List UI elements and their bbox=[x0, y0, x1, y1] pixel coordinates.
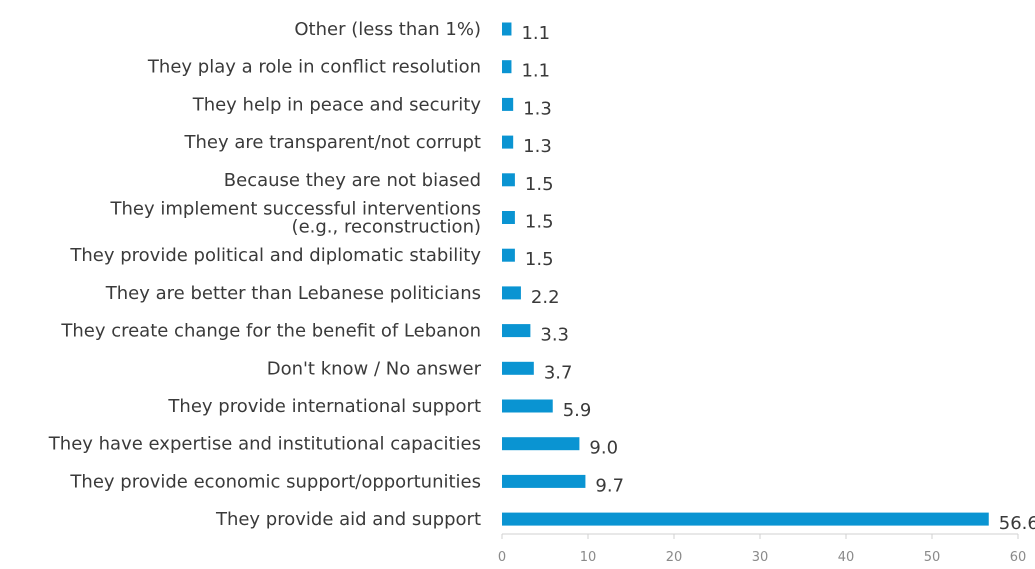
category-label-line: They implement successful interventions bbox=[110, 199, 482, 220]
bar bbox=[502, 474, 586, 488]
category-label-line: (e.g., reconstruction) bbox=[292, 217, 481, 238]
data-label: 3.3 bbox=[540, 325, 569, 346]
category-label-line: They provide aid and support bbox=[215, 509, 481, 530]
bar bbox=[502, 399, 553, 413]
bar bbox=[502, 361, 534, 375]
data-label: 1.1 bbox=[521, 23, 550, 44]
x-tick-label: 50 bbox=[924, 550, 941, 565]
category-label: Don't know / No answer bbox=[267, 358, 482, 379]
data-label: 1.5 bbox=[525, 174, 554, 195]
category-label: They play a role in conflict resolution bbox=[147, 57, 481, 78]
bar bbox=[502, 22, 512, 36]
bar bbox=[502, 173, 515, 187]
data-label: 5.9 bbox=[563, 400, 592, 421]
category-label-line: They have expertise and institutional ca… bbox=[48, 434, 481, 455]
category-label-line: Because they are not biased bbox=[224, 170, 481, 191]
data-label: 1.1 bbox=[521, 61, 550, 82]
category-label: They are better than Lebanese politician… bbox=[105, 283, 481, 304]
data-label: 1.5 bbox=[525, 249, 554, 270]
data-label: 3.7 bbox=[544, 362, 573, 383]
category-label-line: They are better than Lebanese politician… bbox=[105, 283, 481, 304]
x-tick-label: 60 bbox=[1010, 550, 1027, 565]
data-label: 1.3 bbox=[523, 136, 552, 157]
category-label: They have expertise and institutional ca… bbox=[48, 434, 481, 455]
category-label-line: Other (less than 1%) bbox=[294, 19, 481, 40]
data-label: 2.2 bbox=[531, 287, 560, 308]
bar bbox=[502, 512, 989, 526]
x-tick-label: 40 bbox=[838, 550, 855, 565]
x-tick-label: 0 bbox=[498, 550, 506, 565]
category-label-line: They play a role in conflict resolution bbox=[147, 57, 481, 78]
bar bbox=[502, 286, 521, 300]
category-label-line: They provide international support bbox=[167, 396, 481, 417]
category-labels: Other (less than 1%) They play a role in … bbox=[48, 19, 482, 530]
category-label: They provide aid and support bbox=[215, 509, 481, 530]
x-tick-label: 30 bbox=[752, 550, 769, 565]
data-label: 1.5 bbox=[525, 212, 554, 233]
x-axis-ticks: 0 10 20 30 40 50 60 bbox=[498, 534, 1026, 565]
x-tick-label: 20 bbox=[666, 550, 683, 565]
category-label: Other (less than 1%) bbox=[294, 19, 481, 40]
bar bbox=[502, 60, 512, 74]
category-label-line: They are transparent/not corrupt bbox=[183, 132, 481, 153]
category-label: They implement successful interventions(… bbox=[110, 199, 482, 238]
bar bbox=[502, 437, 580, 451]
category-label: They provide political and diplomatic st… bbox=[69, 245, 481, 266]
bar bbox=[502, 248, 515, 262]
data-label: 9.0 bbox=[589, 438, 618, 459]
category-label: They create change for the benefit of Le… bbox=[60, 321, 481, 342]
x-tick-label: 10 bbox=[580, 550, 597, 565]
bar bbox=[502, 211, 515, 224]
data-label: 1.3 bbox=[523, 98, 552, 119]
bars bbox=[502, 22, 989, 526]
bar bbox=[502, 324, 531, 338]
category-label-line: They provide economic support/opportunit… bbox=[69, 471, 481, 492]
bar bbox=[502, 135, 514, 149]
data-labels: 1.1 1.1 1.3 1.3 1.5 1.5 1.5 2.2 3.3 3.7 5.9 9.0 9.7 5… bbox=[521, 23, 1035, 534]
category-label-line: Don't know / No answer bbox=[267, 358, 482, 379]
category-label-line: They provide political and diplomatic st… bbox=[69, 245, 481, 266]
category-label: They provide economic support/opportunit… bbox=[69, 471, 481, 492]
data-label: 56.6 bbox=[999, 513, 1035, 534]
category-label: They are transparent/not corrupt bbox=[183, 132, 481, 153]
category-label-line: They help in peace and security bbox=[192, 94, 482, 115]
category-label: They help in peace and security bbox=[192, 94, 482, 115]
category-label-line: They create change for the benefit of Le… bbox=[60, 321, 481, 342]
bar bbox=[502, 97, 514, 111]
category-label: They provide international support bbox=[167, 396, 481, 417]
category-label: Because they are not biased bbox=[224, 170, 481, 191]
data-label: 9.7 bbox=[595, 475, 624, 496]
